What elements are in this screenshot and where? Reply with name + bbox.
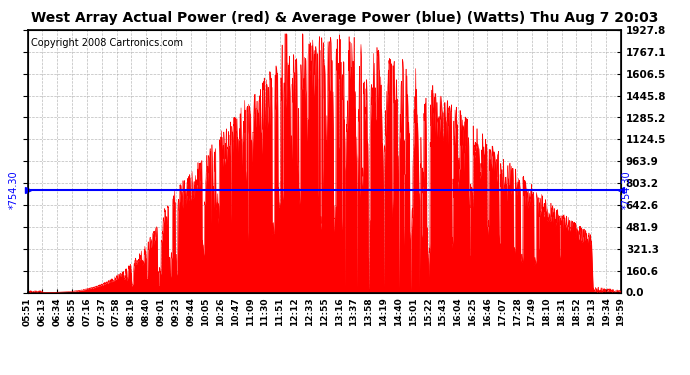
- Text: Copyright 2008 Cartronics.com: Copyright 2008 Cartronics.com: [30, 38, 183, 48]
- Text: West Array Actual Power (red) & Average Power (blue) (Watts) Thu Aug 7 20:03: West Array Actual Power (red) & Average …: [31, 11, 659, 25]
- Text: *754.30: *754.30: [9, 171, 19, 209]
- Text: *754.30: *754.30: [622, 171, 632, 209]
